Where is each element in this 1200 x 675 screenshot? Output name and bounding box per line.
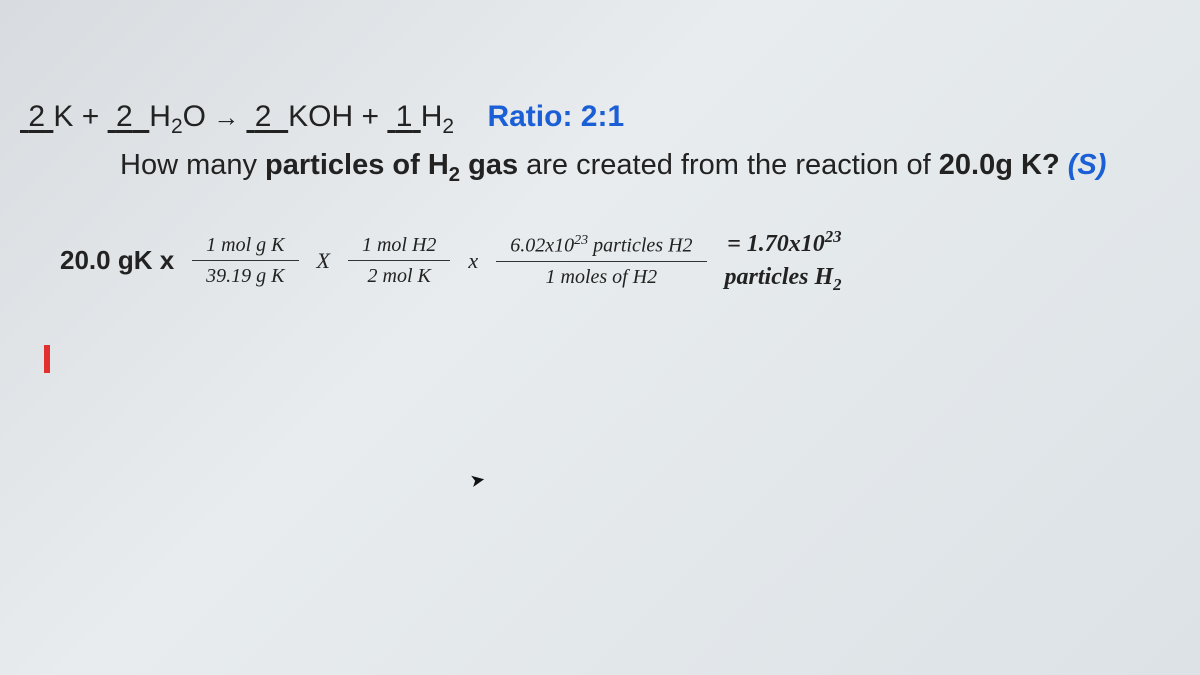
fraction-2: 1 mol H2 2 mol K (348, 232, 450, 289)
coef-4: 1 (396, 100, 413, 133)
coef-1: 2 (28, 100, 45, 133)
ratio-label: Ratio: 2:1 (487, 100, 624, 133)
question-text: How many particles of H2 gas are created… (20, 149, 1180, 187)
fraction-1: 1 mol g K 39.19 g K (192, 232, 298, 289)
fraction-3: 6.02x1023 particles H2 1 moles of H2 (496, 232, 706, 290)
coef-3: 2 (255, 100, 272, 133)
arrow-icon: → (206, 102, 246, 132)
result: = 1.70x1023 particles H2 (725, 227, 842, 295)
multiply-2: x (468, 248, 478, 274)
multiply-1: X (317, 248, 330, 274)
text-cursor (44, 345, 50, 373)
mouse-pointer-icon: ➤ (468, 469, 487, 492)
chemical-equation: 2 K + 2 H2O → 2 KOH + 1 H2 Ratio: 2:1 (20, 100, 1180, 139)
starting-value: 20.0 gK x (60, 245, 174, 276)
coef-2: 2 (116, 100, 133, 133)
calculation-row: 20.0 gK x 1 mol g K 39.19 g K X 1 mol H2… (20, 227, 1180, 295)
